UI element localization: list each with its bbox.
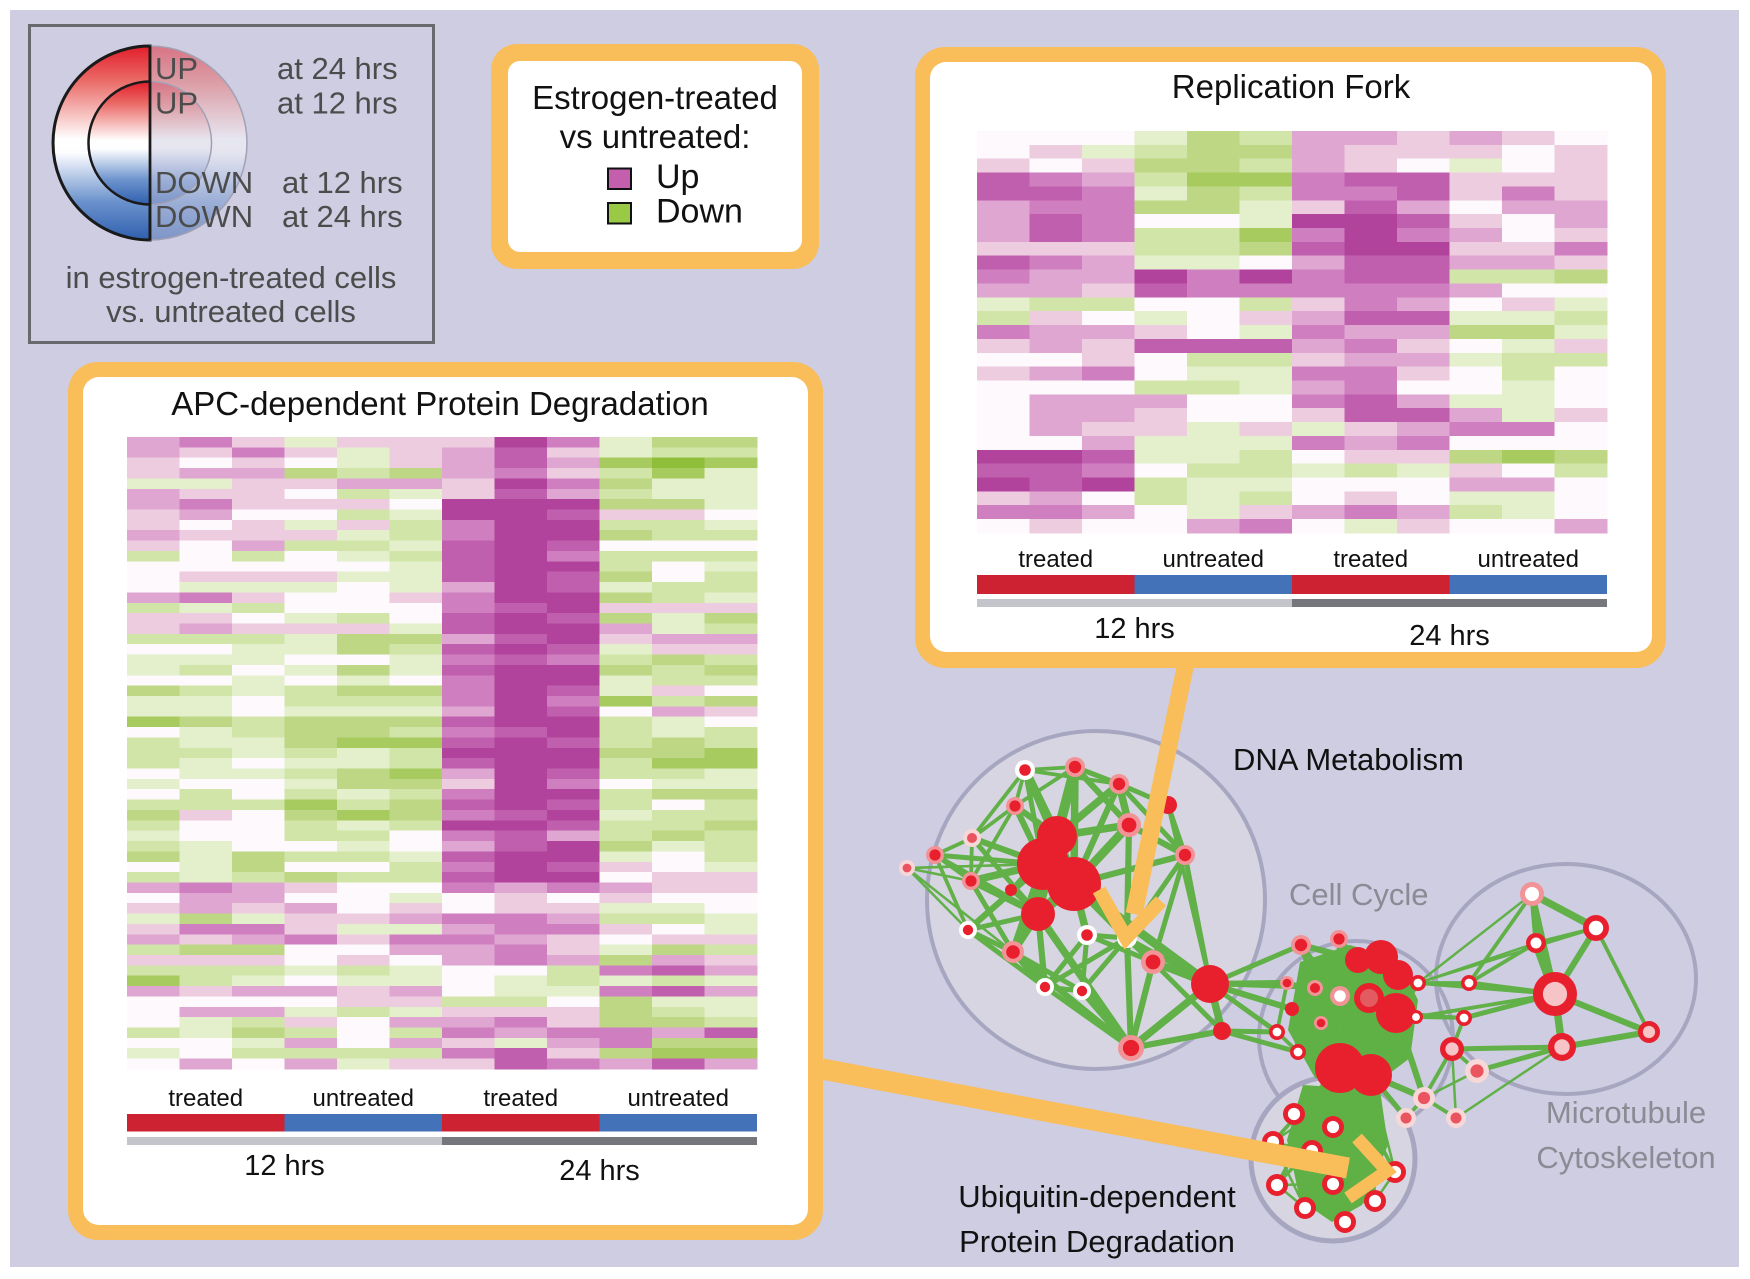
svg-text:untreated: untreated bbox=[313, 1085, 414, 1112]
svg-text:12 hrs: 12 hrs bbox=[244, 1150, 325, 1182]
svg-text:at 12 hrs: at 12 hrs bbox=[282, 165, 403, 200]
svg-text:treated: treated bbox=[483, 1085, 558, 1112]
svg-text:Down: Down bbox=[656, 193, 743, 231]
svg-text:vs untreated:: vs untreated: bbox=[560, 118, 751, 155]
svg-text:Cell Cycle: Cell Cycle bbox=[1289, 877, 1429, 912]
svg-text:Replication Fork: Replication Fork bbox=[1172, 68, 1411, 105]
svg-text:UP: UP bbox=[155, 86, 198, 121]
svg-text:24 hrs: 24 hrs bbox=[1409, 620, 1490, 652]
svg-text:24 hrs: 24 hrs bbox=[559, 1155, 640, 1187]
svg-text:Protein Degradation: Protein Degradation bbox=[959, 1224, 1235, 1259]
svg-text:Microtubule: Microtubule bbox=[1546, 1095, 1706, 1130]
svg-text:DOWN: DOWN bbox=[155, 199, 253, 234]
svg-text:DNA Metabolism: DNA Metabolism bbox=[1233, 742, 1464, 777]
svg-text:vs. untreated cells: vs. untreated cells bbox=[106, 294, 356, 329]
svg-text:UP: UP bbox=[155, 51, 198, 86]
svg-text:APC-dependent Protein Degradat: APC-dependent Protein Degradation bbox=[171, 385, 709, 422]
svg-text:Cytoskeleton: Cytoskeleton bbox=[1536, 1140, 1715, 1175]
svg-text:in estrogen-treated cells: in estrogen-treated cells bbox=[66, 260, 397, 295]
svg-text:untreated: untreated bbox=[628, 1085, 729, 1112]
svg-text:at 24 hrs: at 24 hrs bbox=[277, 51, 398, 86]
svg-text:at 24 hrs: at 24 hrs bbox=[282, 199, 403, 234]
svg-text:untreated: untreated bbox=[1478, 546, 1579, 573]
svg-text:Up: Up bbox=[656, 158, 699, 196]
svg-text:DOWN: DOWN bbox=[155, 165, 253, 200]
svg-text:12 hrs: 12 hrs bbox=[1094, 613, 1175, 645]
svg-text:untreated: untreated bbox=[1163, 546, 1264, 573]
svg-text:treated: treated bbox=[1333, 546, 1408, 573]
svg-text:Ubiquitin-dependent: Ubiquitin-dependent bbox=[958, 1179, 1236, 1214]
svg-text:at 12 hrs: at 12 hrs bbox=[277, 86, 398, 121]
svg-text:Estrogen-treated: Estrogen-treated bbox=[532, 79, 778, 116]
svg-text:treated: treated bbox=[168, 1085, 243, 1112]
svg-text:treated: treated bbox=[1018, 546, 1093, 573]
